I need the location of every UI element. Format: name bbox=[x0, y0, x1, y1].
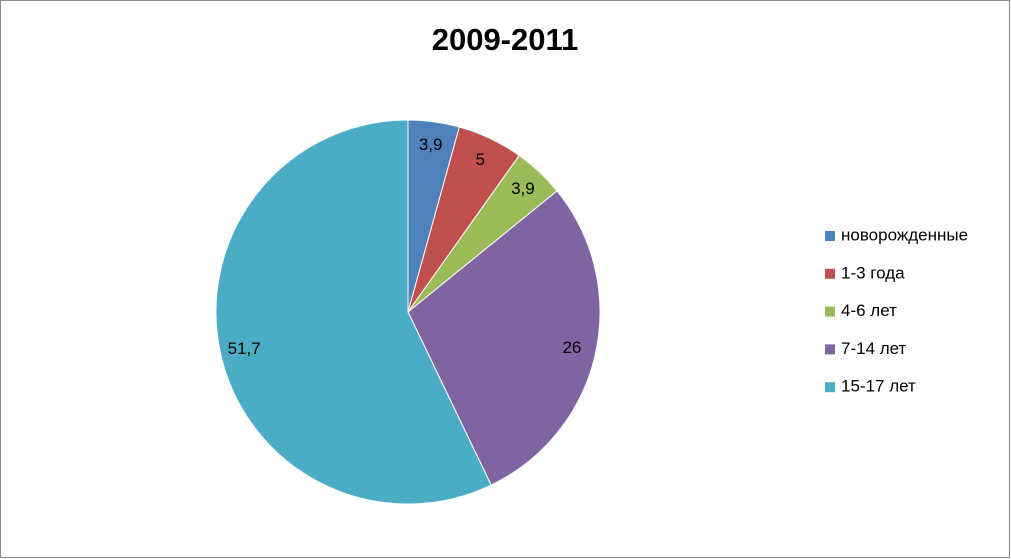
legend-swatch bbox=[825, 382, 835, 393]
legend-swatch bbox=[825, 231, 835, 241]
pie-slice bbox=[215, 119, 492, 505]
legend-swatch bbox=[825, 306, 835, 317]
legend-swatch bbox=[825, 268, 835, 279]
legend-label: 7-14 лет bbox=[841, 339, 907, 358]
legend-label: 4-6 лет bbox=[841, 301, 897, 320]
legend-swatch bbox=[825, 344, 835, 355]
data-label: 3,9 bbox=[511, 179, 535, 198]
legend-label: 1-3 года bbox=[841, 263, 905, 282]
data-label: 51,7 bbox=[228, 339, 261, 358]
chart-title: 2009-2011 bbox=[432, 22, 579, 57]
data-label: 3,9 bbox=[419, 135, 443, 154]
data-label: 26 bbox=[562, 338, 581, 357]
data-label: 5 bbox=[475, 150, 484, 169]
legend-label: новорожденные bbox=[841, 225, 968, 244]
legend-label: 15-17 лет bbox=[841, 377, 916, 396]
